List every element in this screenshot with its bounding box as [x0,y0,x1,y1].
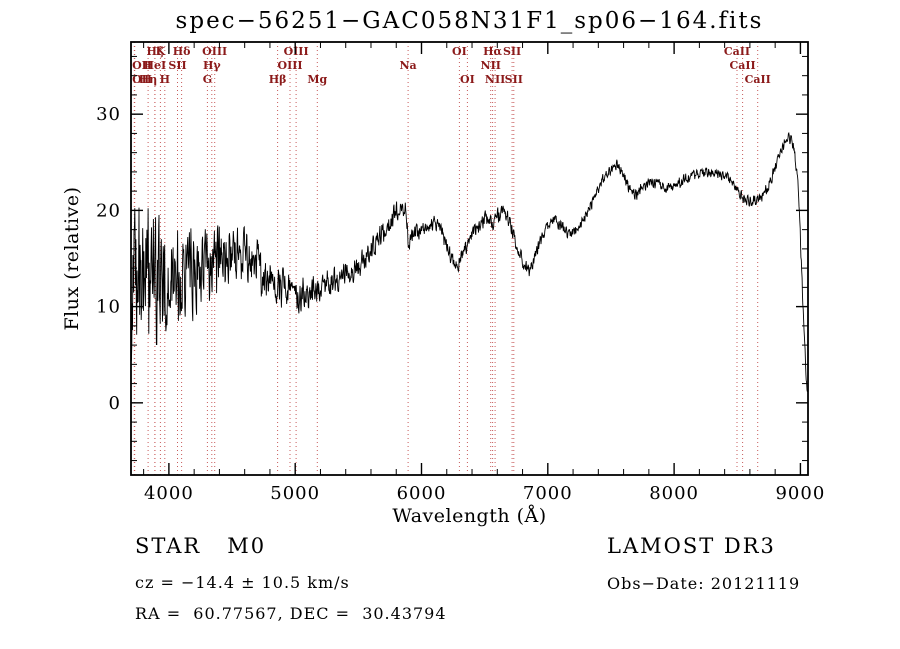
x-tick-label: 8000 [649,483,699,504]
spectral-line-label: OIII [277,59,302,72]
spectral-line-label: HeI [144,59,167,72]
spectral-line-label: CaII [724,45,750,58]
x-tick-label: 5000 [270,483,320,504]
y-axis-label: Flux (relative) [61,187,83,331]
obs-date: Obs−Date: 20121119 [607,574,801,593]
tick-labels: 4000 5000 6000 7000 8000 9000 0 10 20 30 [96,104,825,504]
cz-value: cz = −14.4 ± 10.5 km/s [135,573,350,592]
y-tick-label: 10 [96,297,121,318]
spectral-line-label: Hγ [203,59,221,72]
spectral-line-label: CaII [745,73,771,86]
classification-label: STAR M0 [135,534,267,558]
spectral-line-label: Mg [307,73,327,86]
spectral-line-label: K [156,45,166,58]
spectrum-trace [131,131,808,392]
spectral-line-label: NII [485,73,505,86]
spectral-line-label: OII [132,59,152,72]
spectral-line-label: NII [481,59,501,72]
spectral-line-label: SII [505,73,523,86]
spectral-line-label: Hδ [173,45,191,58]
spectral-line-label: OII [132,73,152,86]
spectral-line-label: H [160,73,170,86]
plot-title: spec−56251−GAC058N31F1_sp06−164.fits [175,8,764,34]
spectral-line-label: Hη [139,73,157,86]
survey-label: LAMOST DR3 [607,534,776,558]
spectral-line-label: Hζ [146,45,163,58]
spectral-line-label: OIII [202,45,227,58]
spectral-line-label: OI [452,45,467,58]
x-tick-label: 7000 [523,483,573,504]
spectral-line-label: SII [503,45,521,58]
y-tick-label: 30 [96,104,121,125]
spectral-line-label: Hα [483,45,502,58]
spectral-line-label: G [203,73,212,86]
spectral-line-label: Na [400,59,417,72]
y-tick-label: 0 [109,393,121,414]
spectral-line-label: SII [168,59,186,72]
x-axis-label: Wavelength (Å) [392,505,546,527]
y-tick-label: 20 [96,200,121,221]
axes-frame [130,41,809,476]
ra-dec-coordinates: RA = 60.77567, DEC = 30.43794 [135,604,447,623]
x-tick-label: 9000 [775,483,825,504]
x-tick-label: 4000 [144,483,194,504]
spectral-line-label: CaII [730,59,756,72]
spectral-line-label: OI [460,73,475,86]
x-tick-label: 6000 [397,483,447,504]
spectral-line-label: OIII [284,45,309,58]
spectral-line-label: Hβ [269,73,287,86]
